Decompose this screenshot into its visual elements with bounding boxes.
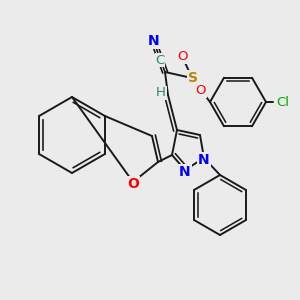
Text: O: O xyxy=(127,177,139,191)
Text: O: O xyxy=(177,50,187,64)
Text: C: C xyxy=(155,53,165,67)
Text: N: N xyxy=(198,153,210,167)
Text: N: N xyxy=(148,34,160,48)
Text: H: H xyxy=(156,86,166,100)
Text: S: S xyxy=(188,71,198,85)
Text: Cl: Cl xyxy=(277,95,290,109)
Text: N: N xyxy=(179,165,191,179)
Text: O: O xyxy=(196,85,206,98)
